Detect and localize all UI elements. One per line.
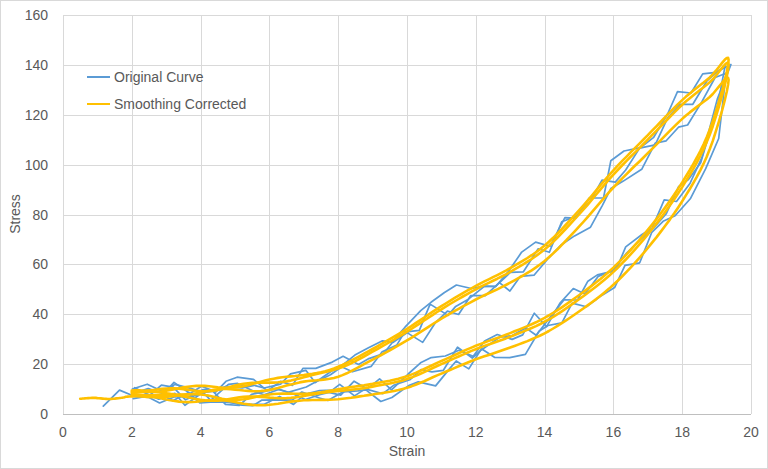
chart-container: 020406080100120140160 02468101214161820 … — [0, 0, 768, 469]
y-tick-label: 100 — [1, 156, 51, 174]
x-tick-label: 4 — [178, 423, 224, 441]
x-tick-label: 16 — [590, 423, 636, 441]
y-tick-label: 40 — [1, 305, 51, 323]
legend-label-original: Original Curve — [114, 69, 203, 85]
y-tick-label: 20 — [1, 355, 51, 373]
legend-item-original-curve: Original Curve — [87, 63, 246, 90]
original-curve-line — [133, 73, 726, 406]
legend-line-sample-original — [87, 76, 110, 78]
legend-line-sample-smoothed — [87, 103, 110, 105]
legend: Original Curve Smoothing Corrected — [87, 63, 246, 117]
x-tick-label: 14 — [522, 423, 568, 441]
x-tick-label: 6 — [246, 423, 292, 441]
x-tick-label: 2 — [109, 423, 155, 441]
x-tick-label: 20 — [728, 423, 768, 441]
x-tick-label: 0 — [40, 423, 86, 441]
legend-item-smoothing-corrected: Smoothing Corrected — [87, 90, 246, 117]
x-tick-label: 18 — [659, 423, 705, 441]
x-axis-title: Strain — [389, 443, 426, 459]
x-tick-label: 12 — [453, 423, 499, 441]
y-tick-label: 140 — [1, 56, 51, 74]
y-tick-label: 60 — [1, 255, 51, 273]
y-tick-label: 160 — [1, 6, 51, 24]
y-axis-title: Stress — [7, 194, 23, 234]
y-tick-label: 0 — [1, 405, 51, 423]
x-tick-label: 8 — [315, 423, 361, 441]
legend-label-smoothed: Smoothing Corrected — [114, 96, 246, 112]
x-tick-label: 10 — [384, 423, 430, 441]
y-tick-label: 120 — [1, 106, 51, 124]
